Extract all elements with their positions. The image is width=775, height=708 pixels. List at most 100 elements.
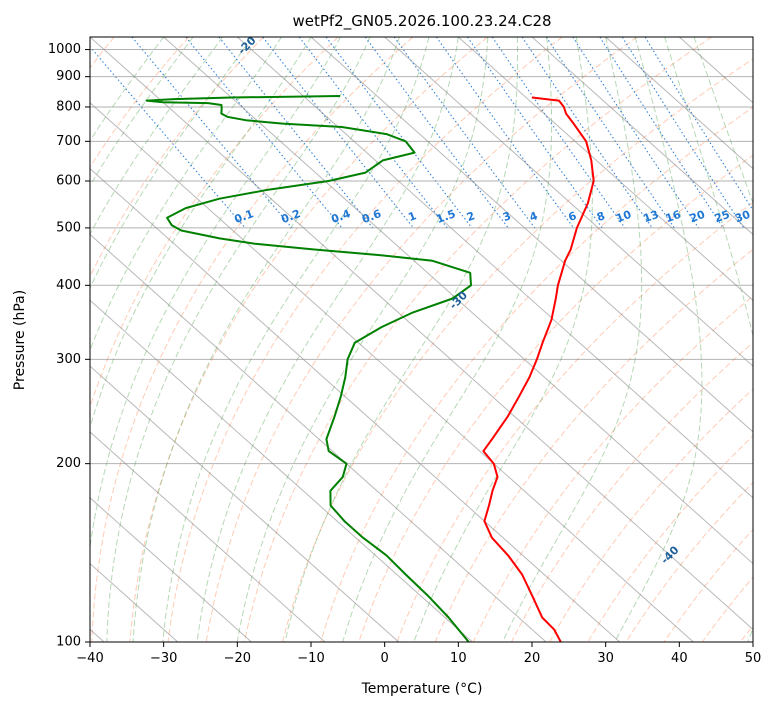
y-tick-label: 700: [56, 134, 81, 149]
mixing-ratio-label: 6: [567, 209, 579, 224]
x-tick-label: −30: [150, 651, 177, 666]
mixing-ratio-label: 1.5: [435, 207, 458, 226]
mixing-ratio-label: 8: [595, 209, 607, 224]
isotherm-line: [90, 365, 400, 642]
mixing-ratio-label: 0.6: [360, 207, 383, 226]
isotherm-line: [90, 431, 326, 642]
isotherm-line: [458, 37, 753, 301]
moist-adiabat-line: [162, 37, 430, 642]
mixing-ratio-line: [491, 37, 626, 229]
isotherm-line: [90, 233, 547, 642]
dry-adiabat-line: [587, 434, 753, 642]
mixing-ratio-line: [599, 37, 724, 229]
mixing-ratio-label: 0.2: [279, 207, 302, 226]
y-axis-label: Pressure (hPa): [12, 290, 28, 390]
moist-adiabat-line: [196, 37, 459, 642]
mixing-ratio-line: [218, 37, 374, 229]
chart-title: wetPf2_GN05.2026.100.23.24.C28: [292, 12, 551, 31]
moist-adiabat-line: [664, 37, 753, 642]
x-tick-label: 20: [524, 651, 541, 666]
isotherm-line: [384, 37, 753, 367]
mixing-ratio-label: 16: [664, 208, 683, 226]
dry-adiabat-line: [282, 58, 753, 642]
moist-adiabat-line: [342, 37, 553, 642]
isotherm-line: [237, 37, 753, 499]
mixing-ratio-line: [621, 37, 745, 229]
dewpoint-trace: [145, 95, 472, 642]
moist-adiabat-line: [236, 37, 489, 642]
y-tick-label: 800: [56, 99, 81, 114]
y-tick-label: 400: [56, 278, 81, 293]
dry-adiabat-line: [396, 201, 753, 642]
dry-adiabat-line: [549, 388, 753, 642]
x-tick-label: −40: [76, 651, 103, 666]
mixing-ratio-line: [545, 37, 675, 229]
mixing-ratio-label: 25: [713, 208, 732, 225]
moist-adiabat-line: [132, 37, 400, 642]
y-tick-label: 300: [56, 352, 81, 367]
inner-labels: -40-30-200.1 0.2 0.4 0.6 1 1.5 2 3 4 6 8 10 13 16 20 25…: [233, 34, 753, 567]
grid-lines: [90, 37, 753, 642]
y-tick-label: 200: [56, 456, 81, 471]
dry-adiabat-line: [625, 481, 753, 642]
moist-adiabat-line: [284, 37, 518, 642]
moist-adiabat-line: [90, 37, 223, 236]
x-tick-label: 0: [381, 651, 389, 666]
moist-adiabat-line: [502, 37, 643, 642]
moist-adiabat-line: [106, 37, 371, 642]
mixing-ratio-label: 4: [528, 209, 540, 224]
moist-adiabat-line: [90, 37, 282, 352]
isotherm-line: [531, 37, 753, 236]
x-tick-label: 40: [671, 651, 688, 666]
x-tick-label: 50: [745, 651, 762, 666]
x-tick-label: −20: [224, 651, 251, 666]
y-tick-label: 600: [56, 173, 81, 188]
x-axis-label: Temperature (°C): [361, 681, 483, 697]
dry-adiabat-line: [129, 37, 488, 642]
y-tick-label: 500: [56, 220, 81, 235]
temperature-trace: [482, 96, 595, 642]
mixing-ratio-line: [364, 37, 509, 229]
y-tick-label: 900: [56, 69, 81, 84]
dry-adiabat-line: [205, 37, 638, 642]
isotherm-line: [90, 167, 621, 642]
mixing-ratio-line: [185, 37, 343, 229]
mixing-ratio-label: 0.1: [233, 207, 256, 226]
moist-adiabat-line: [413, 37, 593, 642]
isotherm-line: [90, 37, 753, 631]
dry-adiabat-line: [663, 528, 753, 642]
isotherm-line: [163, 37, 753, 565]
mixing-ratio-label: 13: [642, 208, 661, 225]
isotherm-line: [90, 102, 694, 642]
mixing-ratio-line: [572, 37, 700, 229]
dry-adiabat-line: [472, 295, 753, 642]
y-tick-label: 1000: [48, 42, 81, 57]
mixing-ratio-label: 2: [465, 209, 477, 224]
mixing-ratio-label: 30: [733, 208, 752, 226]
mixing-ratio-line: [325, 37, 473, 229]
isotherm-line: [310, 37, 753, 433]
plot-frame: [89, 36, 754, 643]
dry-adiabat-line: [511, 341, 753, 642]
x-tick-label: 10: [450, 651, 467, 666]
moist-adiabat-line: [90, 37, 341, 551]
x-tick-label: −10: [297, 651, 324, 666]
dry-adiabat-line: [320, 106, 753, 642]
x-tick-label: 30: [597, 651, 614, 666]
mixing-ratio-label: 1: [406, 209, 418, 224]
dry-adiabat-line: [91, 37, 414, 642]
isotherm-line: [605, 37, 753, 170]
mixing-ratio-line: [435, 37, 575, 229]
mixing-ratio-line: [521, 37, 653, 229]
isotherm-line: [90, 497, 252, 642]
dry-adiabat-line: [90, 37, 190, 169]
dry-adiabat-line: [243, 37, 712, 642]
mixing-ratio-label: 20: [688, 208, 707, 226]
mixing-ratio-label: 0.4: [329, 207, 352, 226]
mixing-ratio-label: 10: [614, 208, 633, 226]
isotherm-line: [90, 299, 473, 642]
mixing-ratio-line: [467, 37, 603, 229]
sounding-traces: [145, 95, 595, 642]
